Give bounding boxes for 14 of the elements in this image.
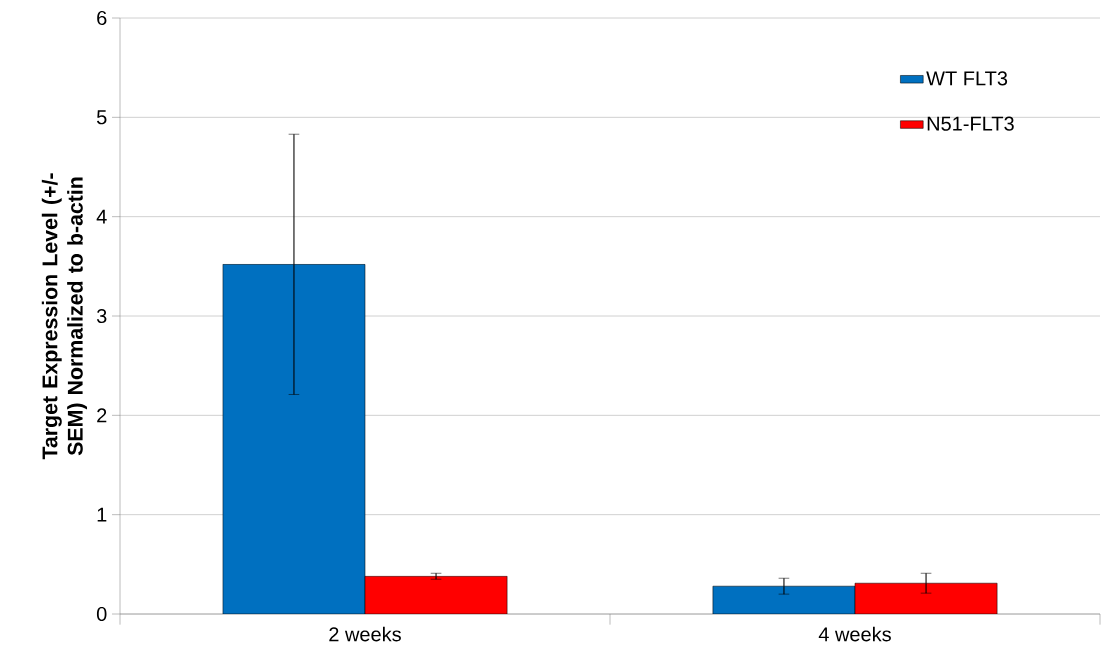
x-tick-label: 2 weeks: [329, 626, 401, 642]
bar: [222, 264, 366, 614]
y-tick-label: 2: [97, 408, 107, 423]
y-tick-label: 1: [97, 507, 107, 522]
y-axis-title: Target Expression Level (+/- SEM) Normalized to b-actin: [41, 173, 88, 460]
bar: [712, 585, 856, 614]
y-tick-label: 6: [97, 10, 107, 26]
y-tick-label: 0: [96, 606, 107, 622]
y-tick-label: 5: [96, 110, 107, 125]
y-tick-label: 3: [96, 308, 107, 324]
legend-label: N51-FLT3: [927, 116, 1014, 131]
x-tick-label: 4 weeks: [818, 626, 891, 642]
y-tick-label: 4: [96, 209, 107, 224]
legend-label: WT FLT3: [926, 71, 1008, 86]
